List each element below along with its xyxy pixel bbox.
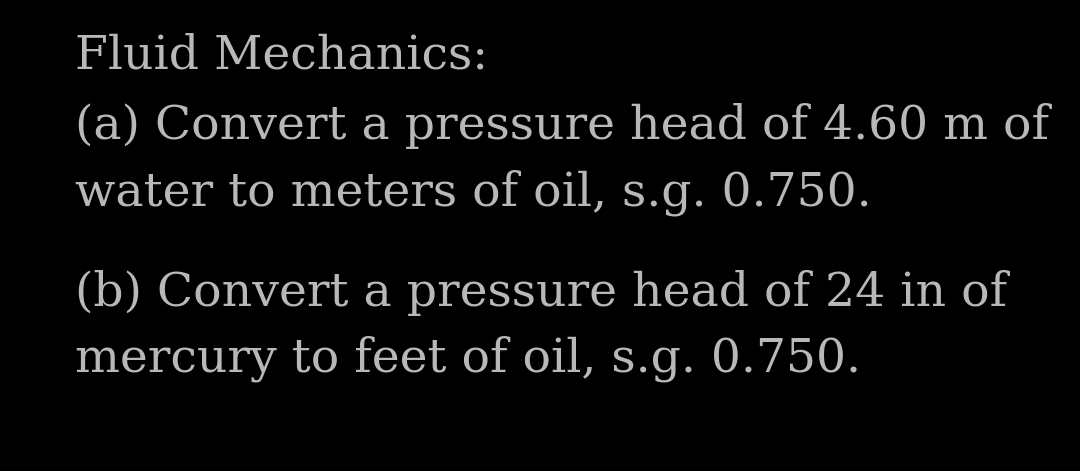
Text: (b) Convert a pressure head of 24 in of: (b) Convert a pressure head of 24 in of [75,270,1008,316]
Text: (a) Convert a pressure head of 4.60 m of: (a) Convert a pressure head of 4.60 m of [75,103,1049,149]
Text: Fluid Mechanics:: Fluid Mechanics: [75,33,488,79]
Text: water to meters of oil, s.g. 0.750.: water to meters of oil, s.g. 0.750. [75,170,872,216]
Text: mercury to feet of oil, s.g. 0.750.: mercury to feet of oil, s.g. 0.750. [75,336,861,382]
